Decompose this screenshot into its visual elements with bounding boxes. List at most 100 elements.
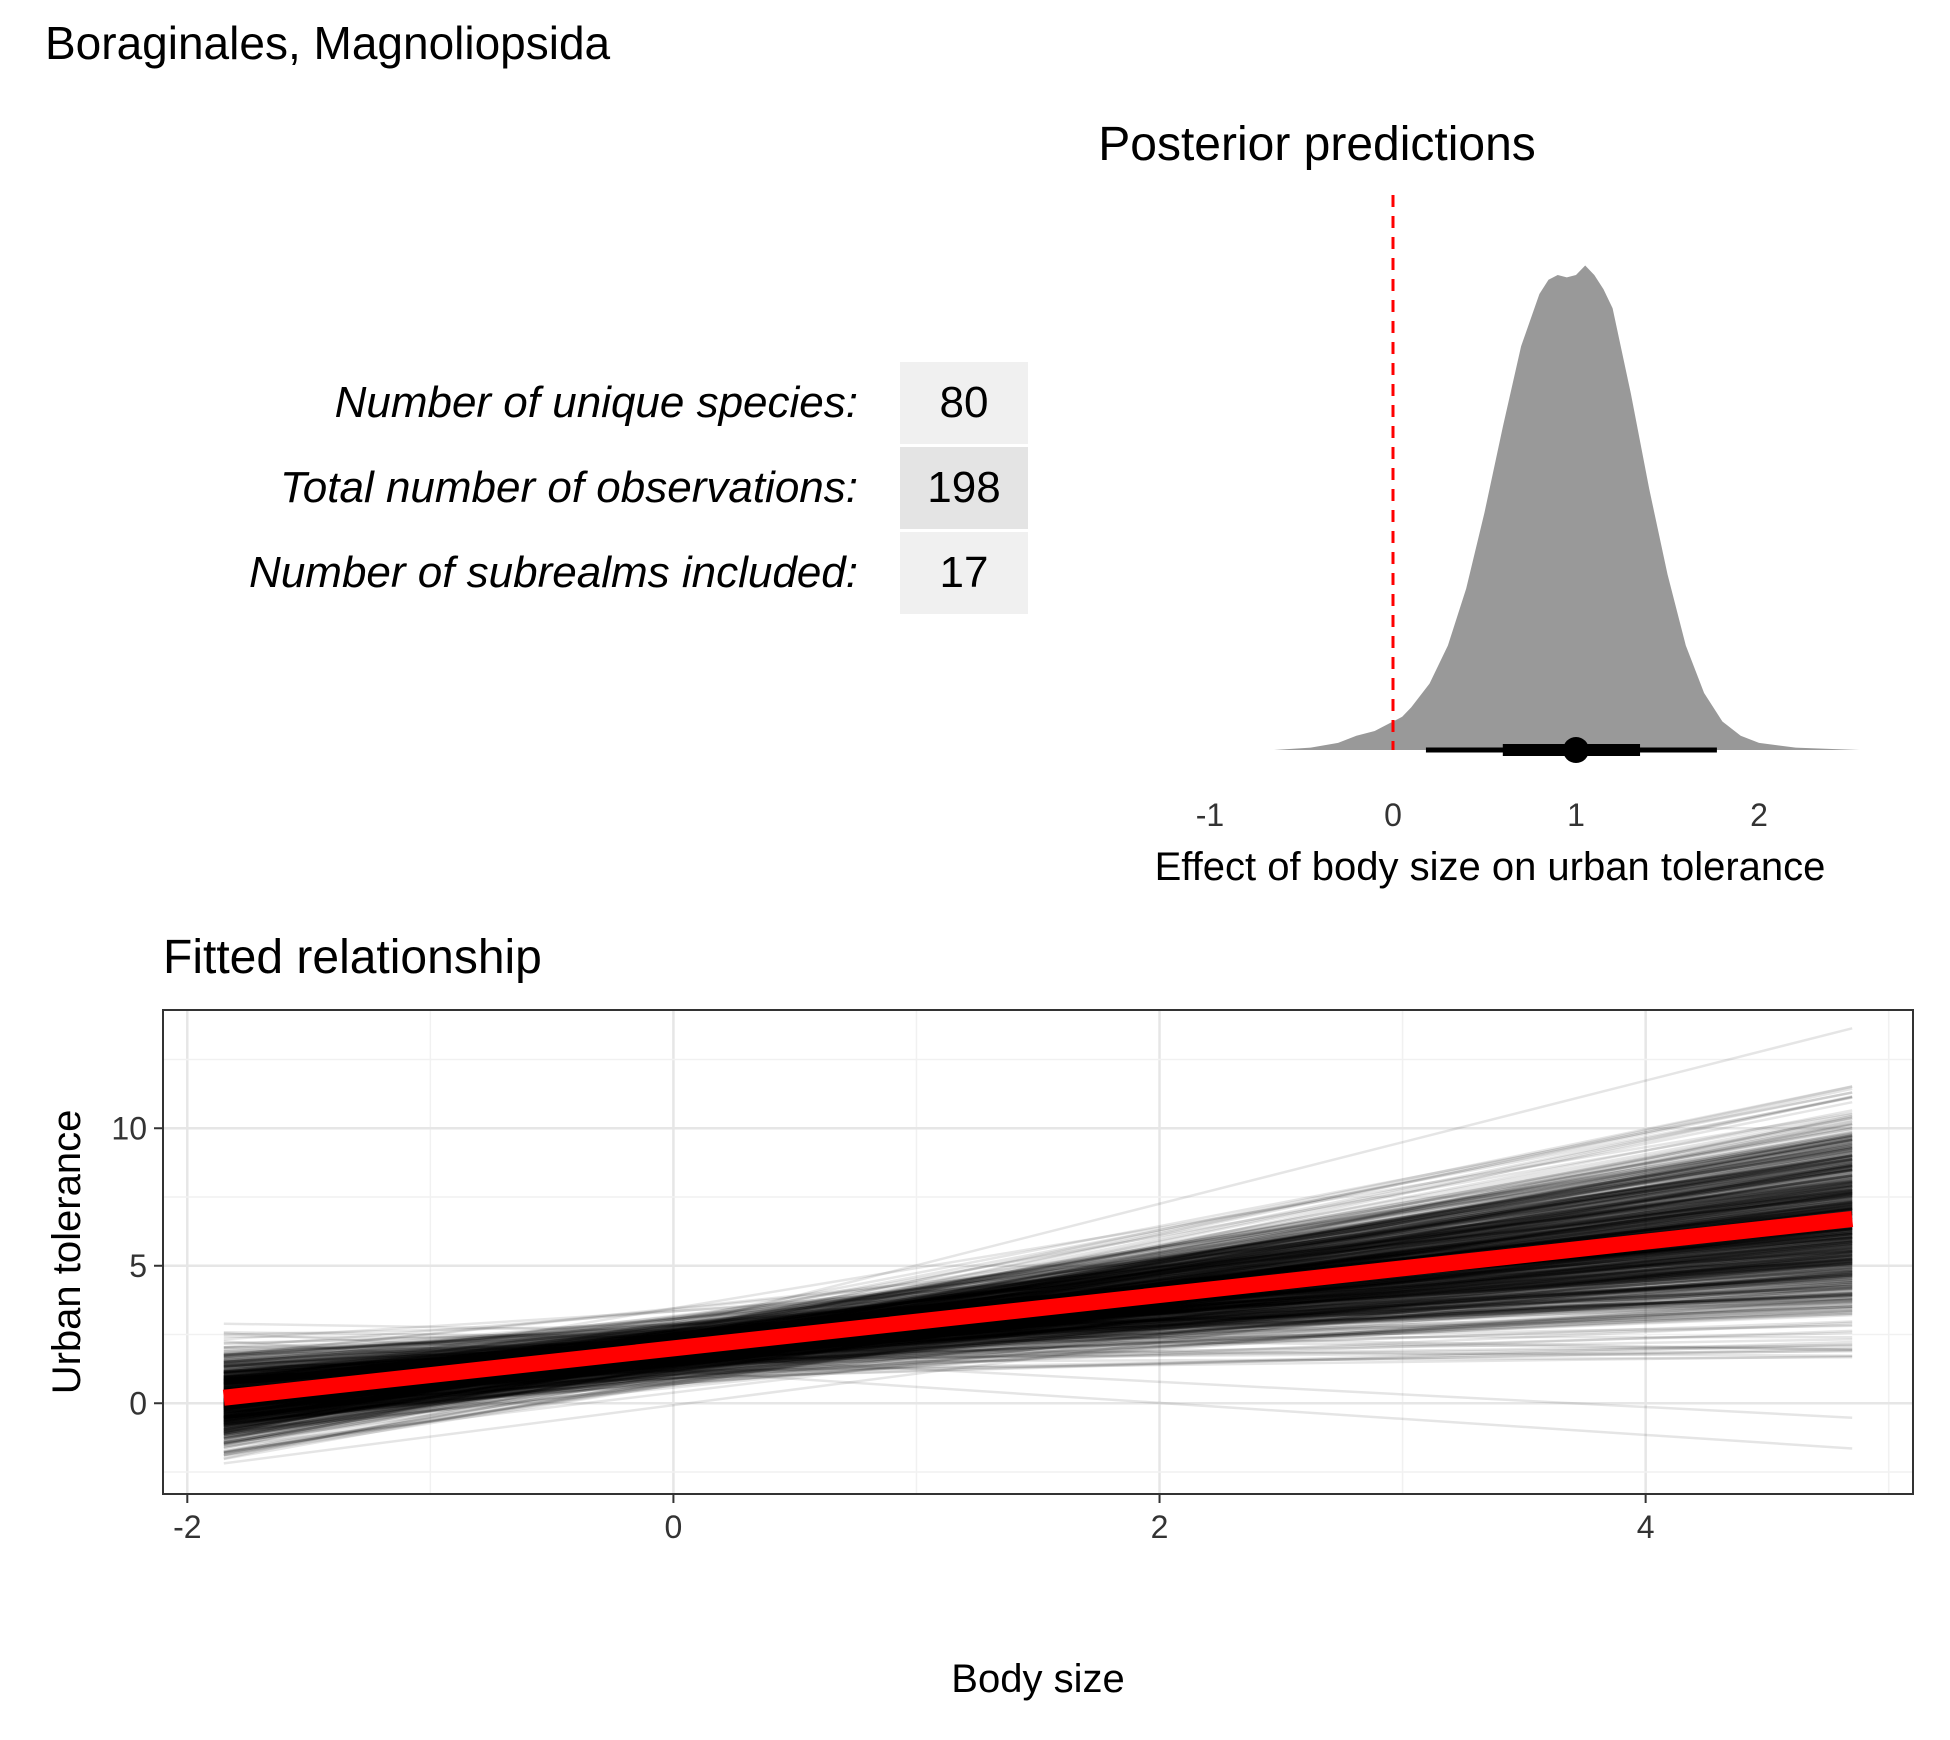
posterior-draw-line [223, 1278, 1853, 1362]
posterior-draw-line [223, 1294, 1853, 1352]
posterior-draw-line [223, 1263, 1853, 1379]
posterior-draw-line [223, 1193, 1853, 1375]
posterior-draw-line [223, 1189, 1853, 1381]
posterior-draw-line [223, 1241, 1853, 1418]
posterior-draw-line [223, 1168, 1853, 1420]
posterior-draw-line [223, 1261, 1853, 1377]
posterior-draw-line [223, 1166, 1853, 1420]
posterior-draw-line [223, 1246, 1853, 1426]
posterior-draw-line [223, 1292, 1853, 1369]
posterior-draw-line [223, 1203, 1853, 1391]
posterior-draw-line [223, 1174, 1853, 1423]
posterior-draw-line [223, 1154, 1853, 1427]
posterior-draw-line [223, 1224, 1853, 1434]
posterior-draw-line [223, 1239, 1853, 1413]
posterior-draw-line [223, 1210, 1853, 1382]
posterior-draw-line [223, 1194, 1853, 1381]
posterior-draw-line [223, 1275, 1853, 1406]
posterior-draw-line [223, 1148, 1853, 1398]
posterior-draw-line [223, 1137, 1853, 1445]
posterior-draw-line [223, 1140, 1853, 1402]
posterior-draw-line [223, 1272, 1853, 1408]
posterior-draw-line [223, 1228, 1853, 1410]
posterior-draw-line [223, 1294, 1853, 1358]
posterior-draw-line [223, 1235, 1853, 1430]
posterior-draw-line [223, 1179, 1853, 1391]
posterior-draw-line [223, 1181, 1853, 1394]
posterior-draw-line [223, 1258, 1853, 1379]
stat-label-observations: Total number of observations: [279, 463, 858, 512]
posterior-draw-line [223, 1287, 1853, 1365]
posterior-draw-line [223, 1161, 1853, 1437]
posterior-draw-line [223, 1154, 1853, 1434]
posterior-draw-line [223, 1253, 1853, 1418]
posterior-draw-line [223, 1165, 1853, 1425]
posterior-draw-line [223, 1238, 1853, 1423]
posterior-draw-line [223, 1138, 1853, 1428]
posterior-draw-line [223, 1198, 1853, 1385]
posterior-draw-line [223, 1247, 1853, 1419]
posterior-draw-line [223, 1269, 1853, 1364]
posterior-draw-line [223, 1207, 1853, 1389]
posterior-draw-line [223, 1251, 1853, 1465]
posterior-draw-line [223, 1276, 1853, 1378]
posterior-draw-line [223, 1174, 1853, 1375]
posterior-draw-line [223, 1285, 1853, 1363]
posterior-draw-line [223, 1206, 1853, 1388]
posterior-draw-line [223, 1125, 1853, 1432]
posterior-draw-line [223, 1114, 1853, 1460]
posterior-draw-line [223, 1205, 1853, 1383]
posterior-draw-line [223, 1279, 1853, 1368]
posterior-draw-line [223, 1256, 1853, 1407]
posterior-draw-line [223, 1190, 1853, 1453]
posterior-draw-line [223, 1281, 1853, 1405]
posterior-draw-line [223, 1153, 1853, 1424]
posterior-draw-line [223, 1269, 1853, 1407]
posterior-draw-line [223, 1142, 1853, 1429]
fitted-x-axis-label: Body size [951, 1657, 1124, 1701]
posterior-draw-line [223, 1254, 1853, 1380]
posterior-draw-line [223, 1134, 1853, 1402]
posterior-draw-line [223, 1263, 1853, 1375]
posterior-draw-line [223, 1250, 1853, 1403]
posterior-draw-line [223, 1250, 1853, 1412]
posterior-draw-line [223, 1200, 1853, 1436]
posterior-draw-line [223, 1301, 1853, 1345]
posterior-draw-line [223, 1270, 1853, 1399]
posterior-draw-line [223, 1303, 1853, 1356]
posterior-draw-line [223, 1164, 1853, 1382]
posterior-draw-line [223, 1260, 1853, 1420]
posterior-draw-line [223, 1201, 1853, 1385]
posterior-draw-line [223, 1239, 1853, 1414]
posterior-draw-line [223, 1145, 1853, 1384]
posterior-draw-line [223, 1297, 1853, 1336]
posterior-draw-line [223, 1280, 1853, 1353]
posterior-draw-line [223, 1150, 1853, 1403]
posterior-draw-line [223, 1257, 1853, 1407]
posterior-draw-line [223, 1254, 1853, 1409]
posterior-x-axis-label: Effect of body size on urban tolerance [1155, 845, 1826, 889]
posterior-draw-line [223, 1270, 1853, 1375]
posterior-draw-line [223, 1231, 1853, 1410]
posterior-draw-line [223, 1168, 1853, 1431]
posterior-draw-line [223, 1137, 1853, 1434]
posterior-draw-line [223, 1257, 1853, 1419]
posterior-draw-line [223, 1112, 1853, 1402]
posterior-draw-line [223, 1152, 1853, 1427]
posterior-draw-line [223, 1146, 1853, 1430]
posterior-draw-line [223, 1309, 1853, 1395]
posterior-draw-line [223, 1116, 1853, 1435]
posterior-draw-line [223, 1136, 1853, 1398]
posterior-draw-line [223, 1278, 1853, 1373]
fitted-y-axis-label: Urban tolerance [45, 1110, 89, 1395]
posterior-draw-line [223, 1254, 1853, 1410]
posterior-draw-line [223, 1174, 1853, 1396]
posterior-draw-line [223, 1254, 1853, 1424]
posterior-draw-line [223, 1214, 1853, 1361]
posterior-draw-line [223, 1298, 1853, 1365]
posterior-draw-line [223, 1208, 1853, 1382]
posterior-draw-line [223, 1264, 1853, 1418]
posterior-draw-line [223, 1274, 1853, 1376]
posterior-draw-line [223, 1167, 1853, 1398]
fitted-y-tick-label: 5 [129, 1248, 147, 1284]
